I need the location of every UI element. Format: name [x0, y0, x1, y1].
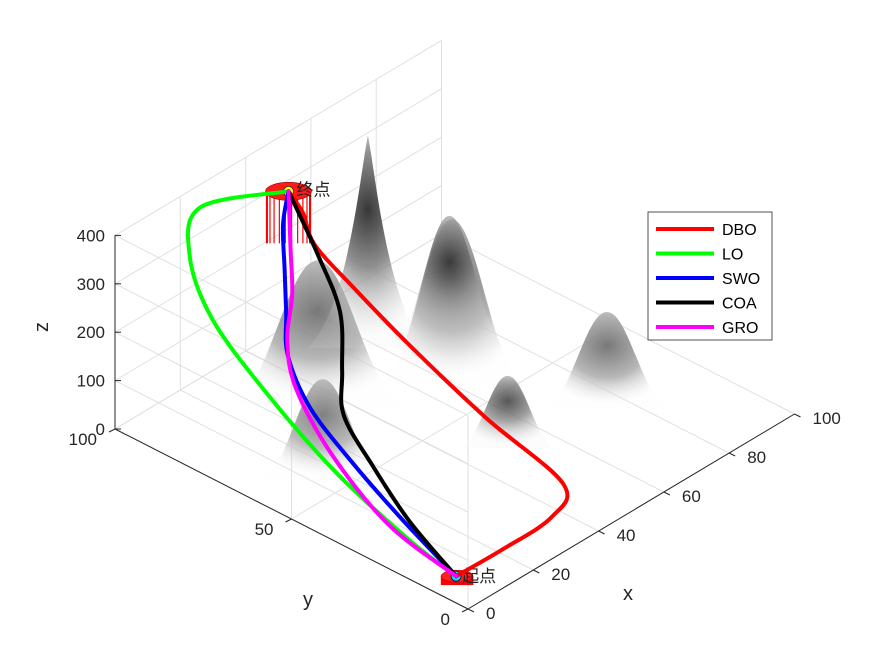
z-tick-label: 100 [77, 372, 105, 391]
legend-label-gro: GRO [722, 320, 758, 337]
legend-label-coa: COA [722, 296, 757, 313]
gridline-y-floor [291, 323, 619, 520]
terrain-hill [462, 375, 553, 449]
y-tick-label: 50 [255, 520, 274, 539]
series-path-coa [286, 189, 459, 579]
y-tick-mark [461, 608, 469, 613]
x-tick-mark [794, 413, 801, 418]
legend: DBO LO SWO COA GRO [647, 211, 773, 341]
path-series [185, 189, 570, 579]
x-tick-label: 60 [682, 487, 701, 506]
x-tick-label: 100 [813, 409, 841, 428]
y-tick-label: 100 [69, 430, 97, 449]
x-tick-label: 40 [617, 526, 636, 545]
x-tick-mark [728, 452, 736, 457]
z-tick-label: 400 [77, 226, 105, 245]
z-axis-label: z [31, 322, 53, 332]
end-label: 终点 [296, 180, 330, 200]
x-tick-mark [598, 530, 605, 535]
start-label: 起点 [462, 567, 496, 587]
x-axis-line [467, 413, 795, 610]
terrain-hill [546, 311, 667, 409]
series-path-lo [185, 189, 459, 579]
terrain-hill [232, 260, 403, 406]
z-tick-label: 200 [77, 323, 105, 342]
gridline-z-back [114, 185, 442, 382]
terrain-peak [307, 135, 428, 349]
z-tick-label: 0 [96, 420, 105, 439]
legend-label-dbo: DBO [722, 222, 757, 239]
terrain-hill [262, 379, 383, 481]
y-tick-label: 0 [441, 610, 450, 629]
x-tick-mark [467, 608, 475, 613]
x-axis-label: x [623, 583, 633, 605]
x-tick-label: 20 [551, 565, 570, 584]
terrain-hill [394, 215, 505, 347]
gridline-z-back [114, 39, 442, 236]
x-tick-label: 0 [486, 604, 495, 623]
x-tick-mark [533, 569, 540, 574]
y-axis-label: y [303, 589, 313, 611]
legend-label-lo: LO [722, 247, 743, 264]
gridline-z-back [114, 136, 442, 333]
series-path-gro [285, 189, 459, 579]
x-tick-label: 80 [747, 448, 766, 467]
y-tick-mark [108, 428, 116, 433]
x-tick-mark [663, 491, 671, 496]
terrain-surface [232, 135, 667, 481]
legend-label-swo: SWO [722, 271, 760, 288]
y-tick-mark [285, 518, 292, 523]
z-tick-label: 300 [77, 275, 105, 294]
